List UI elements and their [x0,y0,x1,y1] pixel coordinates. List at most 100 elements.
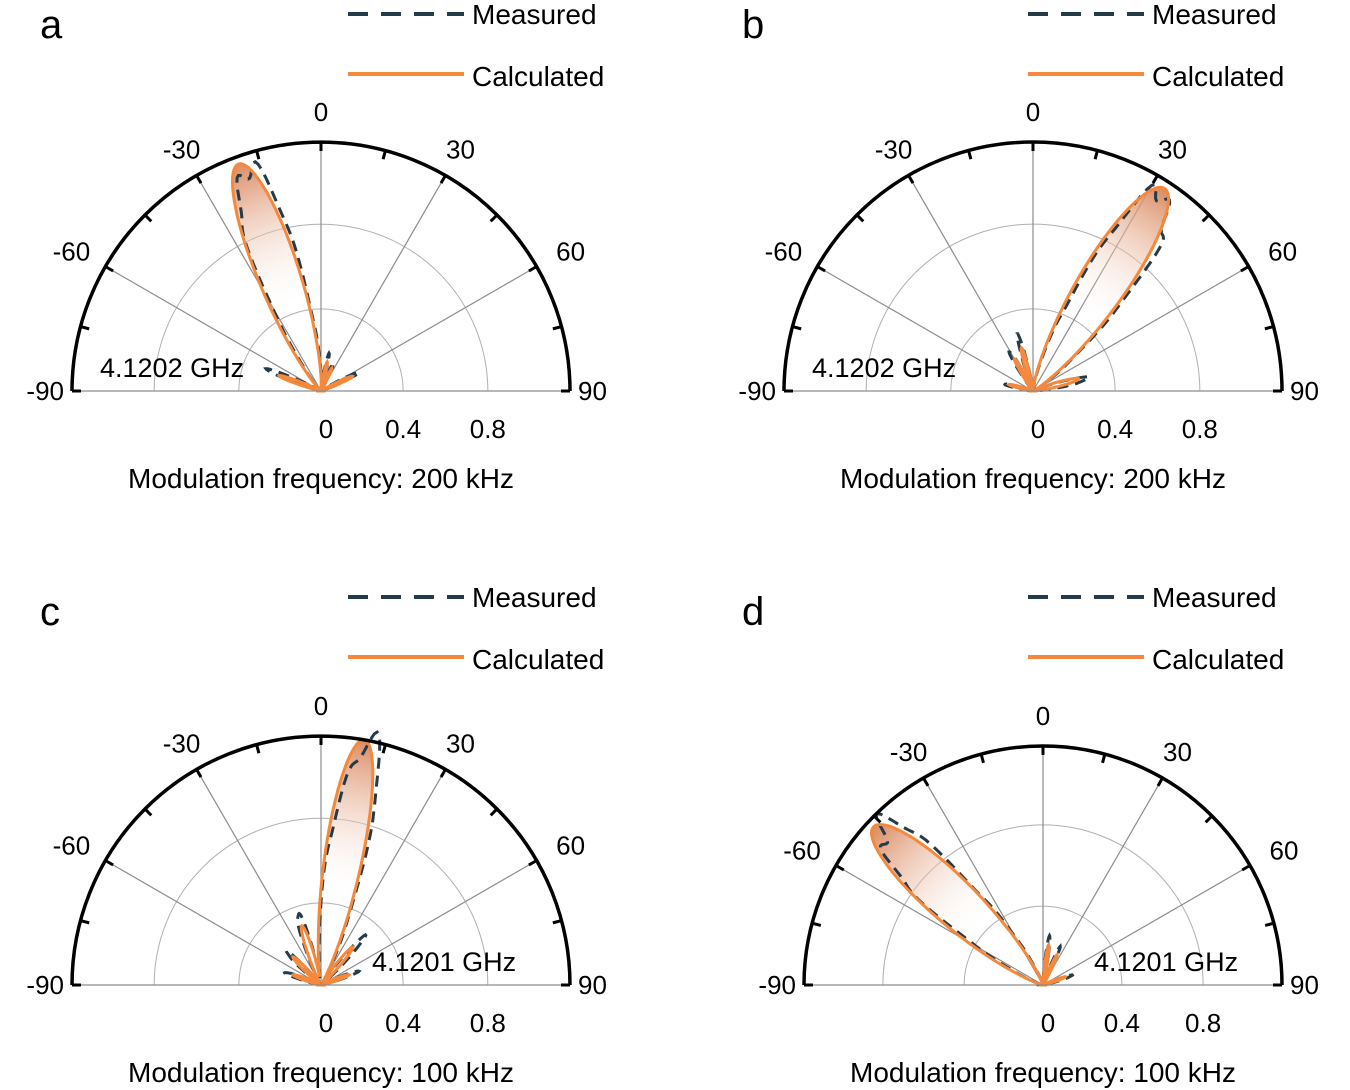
angle-tick-mark [552,919,562,925]
angle-tick-mark [855,213,865,223]
angle-tick-label: 90 [578,970,607,1000]
angle-tick-mark [195,174,203,184]
angle-tick-mark [1264,921,1275,927]
angle-tick-label: 90 [1290,970,1319,1000]
legend-measured-label: Measured [1152,0,1277,30]
grid-spoke [907,175,1034,392]
angle-tick-mark [1201,213,1211,223]
panel-a: a Measured Calculated -90 -60 -30 0 30 60 90 0 0.4 0… [26,0,607,494]
frequency-label: 4.1201 GHz [1094,947,1238,977]
grid-spoke [320,265,537,392]
angle-tick-mark [835,864,845,872]
angle-tick-mark [1156,777,1164,787]
modulation-label: Modulation frequency: 200 kHz [128,463,514,494]
legend-calculated-label: Calculated [472,644,604,675]
grid-spoke [105,859,322,986]
angle-tick-mark [489,807,499,817]
angle-tick-mark [816,265,826,273]
angle-tick-mark [872,814,882,824]
angle-tick-mark [80,325,90,331]
angle-tick-label: 90 [1290,376,1319,406]
radial-tick-label: 0.8 [1185,1008,1221,1038]
angle-tick-mark [1151,174,1159,184]
angle-tick-mark [255,150,261,160]
angle-tick-mark [439,768,447,778]
panel-letter-b: b [742,3,764,47]
angle-tick-label: 0 [1026,97,1040,127]
lobe-fill [292,739,373,985]
angle-tick-label: 60 [556,237,585,267]
calculated-series [869,822,1068,987]
angle-tick-mark [1204,814,1214,824]
angle-tick-label: -90 [738,376,776,406]
angle-tick-label: 0 [314,691,328,721]
angle-tick-mark [1264,325,1274,331]
angle-tick-label: 30 [1163,737,1192,767]
legend-measured-label: Measured [472,582,597,613]
radial-tick-label: 0.4 [385,1008,421,1038]
angle-tick-label: 0 [314,97,328,127]
angle-tick-label: -90 [26,376,64,406]
calculated-series [290,738,375,987]
grid-spoke [817,265,1034,392]
grid-spoke [320,859,537,986]
legend-c: Measured Calculated [348,582,604,675]
lobe-fill [232,163,353,391]
panels: a Measured Calculated -90 -60 -30 0 30 60 90 0 0.4 0… [26,0,1319,1088]
angle-tick-label: 0 [1036,701,1050,731]
grid-spoke [320,175,447,392]
angle-tick-label: -30 [163,134,201,164]
legend-d: Measured Calculated [1028,582,1284,675]
angle-tick-mark [1101,753,1107,764]
radial-tick-label: 0.8 [1182,414,1218,444]
angle-tick-label: -30 [890,737,928,767]
legend-b: Measured Calculated [1028,0,1284,92]
angle-tick-mark [979,753,985,764]
angle-tick-label: 60 [556,831,585,861]
radial-tick-label: 0.8 [470,414,506,444]
angle-tick-label: -60 [53,237,91,267]
angle-tick-label: -30 [875,134,913,164]
angle-tick-mark [967,150,973,160]
panel-c: c Measured Calculated -90 -60 -30 0 30 60 90 0 0.4 0… [26,582,607,1088]
grid-spoke [1042,777,1164,986]
grid-spoke [195,769,322,986]
radial-tick-label: 0.4 [385,414,421,444]
angle-tick-mark [811,921,822,927]
angle-tick-mark [1240,265,1250,273]
panel-d: d Measured Calculated -90 -60 -30 0 30 60 90 0 0.4 0… [742,582,1319,1088]
radial-tick-label: 0 [319,414,333,444]
angle-tick-mark [528,265,538,273]
frequency-label: 4.1202 GHz [812,353,956,383]
angle-tick-label: 90 [578,376,607,406]
modulation-label: Modulation frequency: 100 kHz [850,1057,1236,1088]
panel-letter-c: c [40,590,60,634]
radial-tick-label: 0 [1031,414,1045,444]
angle-tick-mark [1093,150,1099,160]
angle-tick-label: -30 [163,728,201,758]
angle-tick-mark [439,174,447,184]
calculated-series [1005,185,1170,393]
legend-calculated-label: Calculated [1152,61,1284,92]
panel-b: b Measured Calculated -90 -60 -30 0 30 60 90 0 0.4 0… [738,0,1319,494]
angle-tick-mark [143,807,153,817]
angle-tick-label: 60 [1268,237,1297,267]
angle-tick-mark [1241,864,1251,872]
angle-tick-mark [552,325,562,331]
panel-letter-a: a [40,3,63,47]
frequency-label: 4.1202 GHz [100,353,244,383]
grid-spoke [1032,265,1249,392]
angle-tick-mark [489,213,499,223]
angle-tick-mark [143,213,153,223]
angle-tick-mark [381,744,387,754]
frequency-label: 4.1201 GHz [372,947,516,977]
angle-tick-label: 30 [446,134,475,164]
grid-spoke [105,265,322,392]
radial-tick-label: 0 [319,1008,333,1038]
legend-measured-label: Measured [1152,582,1277,613]
angle-tick-label: -60 [53,831,91,861]
angle-tick-mark [922,777,930,787]
polar-grid-c [105,736,537,986]
angle-tick-label: -90 [26,970,64,1000]
